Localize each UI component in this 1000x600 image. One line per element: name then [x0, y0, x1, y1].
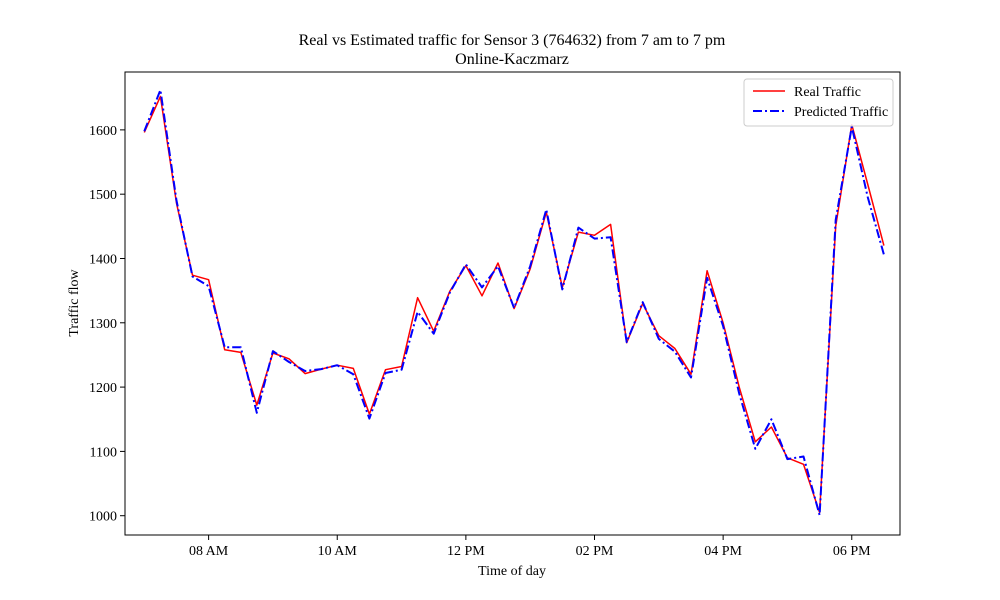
y-axis-label: Traffic flow: [67, 268, 82, 336]
chart-subtitle: Online-Kaczmarz: [455, 51, 569, 68]
x-axis-label: Time of day: [478, 564, 546, 579]
y-tick-label: 1300: [89, 317, 117, 332]
x-tick-label: 04 PM: [704, 544, 742, 559]
y-axis-ticks: 1000 1100 1200 1300 1400 1500 1600: [89, 124, 125, 525]
chart-title: Real vs Estimated traffic for Sensor 3 (…: [299, 32, 726, 49]
legend-label-predicted: Predicted Traffic: [794, 105, 888, 120]
legend-label-real: Real Traffic: [794, 85, 861, 100]
plot-lines: [143, 89, 885, 517]
series-line-predicted-traffic: [143, 89, 885, 517]
legend: Real Traffic Predicted Traffic: [743, 78, 894, 127]
x-tick-label: 06 PM: [833, 544, 871, 559]
x-tick-label: 08 AM: [189, 544, 229, 559]
y-tick-label: 1000: [89, 510, 117, 525]
y-tick-label: 1600: [89, 124, 117, 139]
y-tick-label: 1100: [90, 445, 117, 460]
x-tick-label: 12 PM: [447, 544, 485, 559]
x-tick-label: 10 AM: [318, 544, 358, 559]
y-tick-label: 1500: [89, 188, 117, 203]
plot-frame: [124, 71, 901, 536]
y-tick-label: 1200: [89, 381, 117, 396]
y-tick-label: 1400: [89, 252, 117, 267]
x-tick-label: 02 PM: [576, 544, 614, 559]
x-axis-ticks: 08 AM 10 AM 12 PM 02 PM 04 PM 06 PM: [189, 535, 871, 559]
